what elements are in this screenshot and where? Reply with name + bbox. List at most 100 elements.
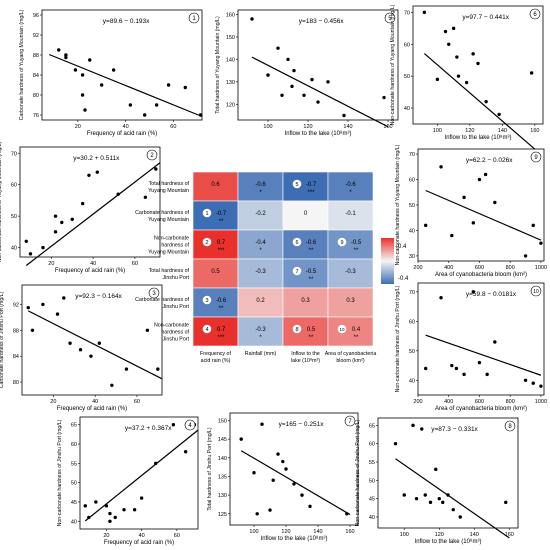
heatmap-cell — [282, 171, 329, 202]
heatmap-cell — [192, 200, 239, 231]
y-tick-label: 50 — [11, 214, 17, 220]
correlation-value: -0.6 — [306, 240, 317, 246]
data-point — [53, 230, 58, 234]
significance-marker: * — [259, 335, 262, 341]
significance-marker: *** — [217, 335, 225, 341]
x-tick-label: 100 — [433, 128, 442, 134]
plot-frame — [377, 417, 519, 529]
heatmap-cell — [327, 287, 374, 318]
y-tick-label: 60 — [404, 42, 410, 48]
y-tick-label: 60 — [409, 178, 415, 184]
correlation-value: 0.3 — [301, 298, 310, 304]
data-point — [539, 384, 543, 388]
plot-frame — [237, 9, 399, 121]
panel-reference-badge — [292, 179, 302, 189]
heatmap-cell — [327, 229, 374, 260]
panel-number-badge — [344, 415, 356, 427]
x-tick-label: 600 — [475, 265, 484, 271]
data-point — [529, 71, 534, 75]
regression-line — [425, 334, 542, 376]
x-tick-label: 40 — [139, 533, 145, 539]
y-axis-label: Carbonate hardness of Yuyang Mountain (m… — [19, 9, 25, 120]
y-tick-label: 84 — [13, 354, 19, 360]
panel-reference-badge — [202, 237, 212, 247]
data-point — [493, 340, 497, 344]
data-point — [292, 482, 296, 486]
data-point — [441, 500, 445, 505]
y-tick-label: 30 — [409, 254, 415, 260]
y-tick-label: 140 — [218, 456, 227, 462]
x-axis-label: Frequency of acid rain (%) — [57, 406, 127, 412]
heatmap-cell — [327, 200, 374, 231]
heatmap-column-label: Frequency of acid rain (%) — [200, 351, 231, 364]
x-tick-label: 60 — [132, 261, 138, 267]
colorbar — [381, 238, 394, 284]
x-tick-label: 120 — [303, 124, 312, 130]
data-point — [423, 366, 428, 371]
y-axis-label: Non-carbonate hardness of Yuyang Mountai… — [0, 141, 3, 262]
data-point — [143, 195, 148, 199]
heatmap-cell — [237, 258, 284, 289]
data-point — [485, 372, 489, 377]
scatter-panel-5: 100 120 140 160 120 130 140 150 160 Inflow to the… — [215, 9, 399, 137]
data-point — [166, 83, 171, 87]
plot-frame — [79, 416, 199, 530]
regression-line — [48, 53, 203, 118]
x-tick-label: 200 — [413, 265, 422, 271]
data-point — [484, 99, 488, 104]
panel-reference-badge — [202, 295, 212, 305]
y-tick-label: 125 — [218, 512, 227, 518]
x-tick-label: 120 — [435, 532, 444, 538]
data-point — [154, 167, 158, 171]
scatter-panel-4: 20 40 60 40 45 50 55 60 65 Frequency of acid rain… — [57, 416, 199, 546]
scatter-panel-9: 200 400 600 800 1000 30 40 50 60 70 Area of cyanob… — [395, 144, 547, 278]
x-tick-label: 800 — [506, 399, 515, 405]
data-point — [124, 367, 129, 371]
x-tick-label: 100 — [263, 124, 272, 130]
regression-equation: y=59.8 − 0.0181x — [466, 291, 517, 298]
regression-equation: y=165 − 0.251x — [279, 421, 325, 428]
heatmap-column-label: Rainfall (mm) — [245, 351, 277, 357]
significance-marker: * — [259, 190, 262, 196]
correlation-value: -0.6 — [345, 182, 356, 188]
data-point — [111, 68, 116, 72]
significance-marker: ** — [219, 219, 224, 225]
correlation-value: 0.5 — [307, 327, 316, 333]
data-point — [439, 296, 443, 300]
regression-line — [423, 53, 536, 150]
heatmap-cell — [282, 316, 329, 347]
data-point — [420, 427, 424, 431]
data-point — [411, 423, 415, 428]
y-axis-label: Non-carbonate hardness of Yuyang Mountai… — [395, 144, 401, 265]
heatmap-row-label: Non-carbonate hardness of Yuyang Mountain — [148, 236, 189, 256]
regression-equation: y=30.2 + 0.511x — [73, 155, 120, 162]
data-point — [198, 113, 203, 117]
panel-reference-badge — [292, 324, 302, 334]
regression-equation: y=62.2 − 0.026x — [466, 157, 513, 164]
regression-equation: y=92.3 − 0.164x — [75, 293, 122, 300]
x-tick-label: 60 — [174, 533, 180, 539]
x-axis-label: Inflow to the lake (10⁸m³) — [445, 134, 512, 141]
data-point — [97, 341, 102, 345]
correlation-value: -0.3 — [255, 327, 266, 333]
panel-reference-badge — [292, 237, 302, 247]
regression-line — [25, 162, 161, 266]
data-point — [447, 42, 451, 46]
y-tick-label: 130 — [226, 80, 235, 86]
correlation-value: -0.5 — [351, 240, 362, 246]
y-axis-label: Total hardness of Jinshu Port (mg/L) — [207, 427, 213, 511]
y-axis-label: Non-carbonate hardness of Jinshu Port (m… — [355, 419, 361, 526]
data-point — [290, 84, 294, 89]
regression-line — [251, 56, 389, 128]
panel-number-badge — [146, 149, 158, 161]
data-point — [83, 108, 87, 112]
x-tick-label: 60 — [134, 399, 140, 405]
data-point — [41, 302, 45, 307]
y-tick-label: 70 — [409, 290, 415, 296]
data-point — [451, 26, 456, 31]
y-tick-label: 88 — [13, 328, 19, 334]
y-tick-label: 45 — [369, 497, 375, 503]
correlation-value: 0.3 — [346, 298, 355, 304]
data-point — [281, 459, 285, 464]
data-point — [108, 511, 112, 516]
